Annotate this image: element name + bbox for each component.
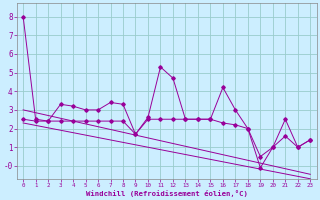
X-axis label: Windchill (Refroidissement éolien,°C): Windchill (Refroidissement éolien,°C) (86, 190, 248, 197)
